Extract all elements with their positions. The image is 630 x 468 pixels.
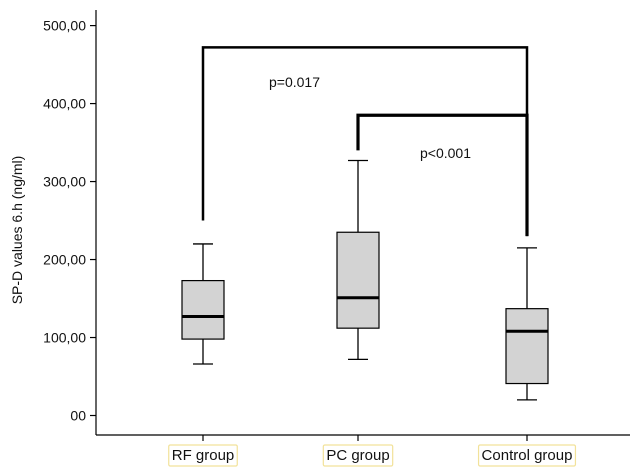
iqr-box [181, 279, 225, 340]
x-tick-label: Control group [482, 447, 573, 464]
p-value-label: p=0.017 [269, 74, 320, 90]
x-tick-label: PC group [326, 447, 389, 464]
bracket-1: p=0.017 [201, 46, 529, 237]
box-3 [505, 247, 549, 401]
y-tick-label: 500,00 [43, 18, 86, 34]
x-category-2: PC group [322, 435, 394, 467]
significance-brackets: p=0.017 p<0.001 [201, 46, 529, 237]
axes: 00 100,00 200,00 300,00 400,00 500,00 SP-D va… [9, 10, 630, 436]
iqr-box [505, 308, 549, 385]
p-value-label: p<0.001 [420, 145, 471, 161]
y-tick-label: 00 [70, 408, 86, 424]
bracket-2: p<0.001 [356, 113, 529, 237]
category-label-frame [168, 444, 238, 467]
bracket-line [201, 46, 529, 237]
boxes [181, 159, 549, 401]
box-2 [336, 159, 380, 361]
x-category-labels: RF group PC group Control group [168, 435, 577, 467]
y-tick-label: 400,00 [43, 96, 86, 112]
iqr-box [336, 231, 380, 329]
category-label-frame [322, 444, 394, 467]
y-axis-title: SP-D values 6.h (ng/ml) [9, 156, 25, 305]
y-tick-label: 300,00 [43, 174, 86, 190]
x-category-1: RF group [168, 435, 238, 467]
box-1 [181, 243, 225, 365]
x-category-3: Control group [477, 435, 577, 467]
x-tick-label: RF group [172, 447, 235, 464]
category-label-frame [477, 444, 577, 467]
y-tick-label: 200,00 [43, 252, 86, 268]
bracket-line [356, 113, 529, 237]
y-tick-label: 100,00 [43, 330, 86, 346]
y-ticks: 00 100,00 200,00 300,00 400,00 500,00 [43, 18, 96, 424]
